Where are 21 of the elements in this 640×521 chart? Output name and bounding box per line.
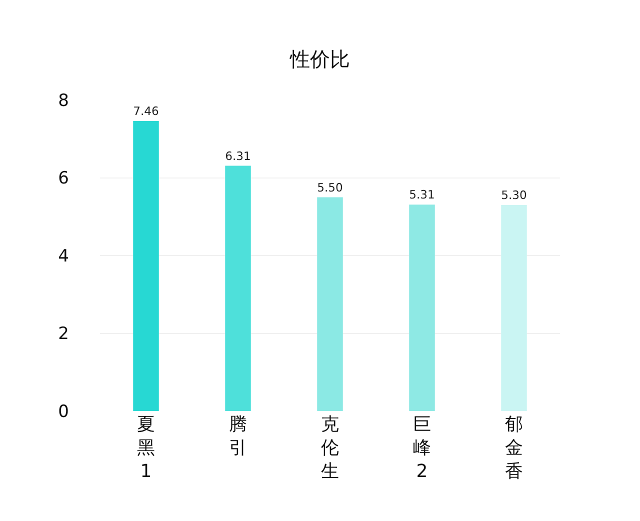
y-tick-label: 2: [58, 324, 69, 344]
y-tick-label: 4: [58, 246, 69, 266]
y-tick-label: 6: [58, 168, 69, 189]
x-tick-label: 巨峰2: [413, 414, 431, 482]
bar: [501, 204, 527, 411]
data-label: 6.31: [225, 148, 251, 163]
x-tick-label: 夏黑1: [137, 414, 155, 482]
y-tick-label: 0: [58, 402, 69, 422]
y-tick-label: 8: [58, 90, 69, 111]
bar: [409, 204, 435, 411]
data-label: 7.46: [133, 104, 159, 118]
bar: [225, 166, 251, 411]
bar: [317, 197, 343, 411]
data-label: 5.30: [501, 188, 527, 202]
data-label: 5.31: [409, 188, 435, 202]
x-tick-label: 腾引: [229, 414, 247, 458]
chart-title: 性价比: [289, 47, 350, 72]
x-tick-label: 克伦生: [321, 414, 339, 482]
data-label: 5.50: [317, 180, 343, 194]
bar: [133, 120, 159, 411]
x-tick-label: 郁金香: [505, 414, 523, 482]
